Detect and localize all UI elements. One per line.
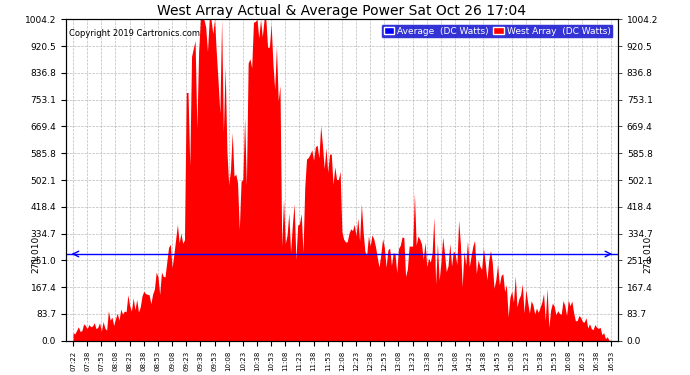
Text: Copyright 2019 Cartronics.com: Copyright 2019 Cartronics.com	[69, 29, 199, 38]
Title: West Array Actual & Average Power Sat Oct 26 17:04: West Array Actual & Average Power Sat Oc…	[157, 4, 526, 18]
Legend: Average  (DC Watts), West Array  (DC Watts): Average (DC Watts), West Array (DC Watts…	[381, 24, 613, 38]
Text: 271.010: 271.010	[31, 236, 40, 273]
Text: 271.010: 271.010	[644, 236, 653, 273]
